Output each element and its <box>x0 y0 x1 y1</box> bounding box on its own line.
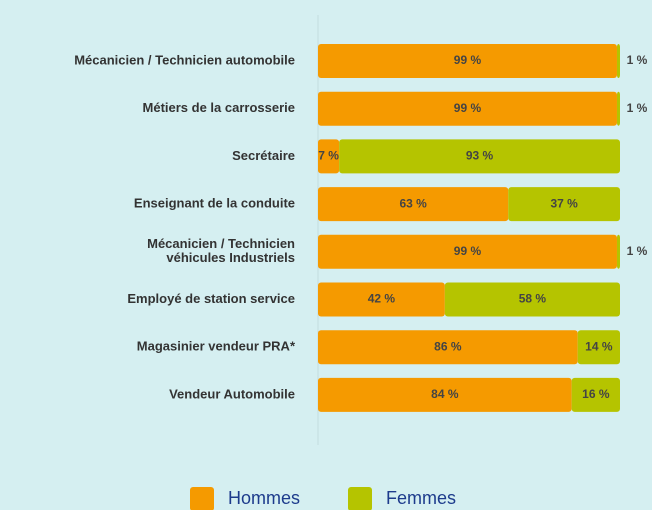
bar-segment <box>444 282 620 317</box>
category-label: Magasinier vendeur PRA* <box>137 339 296 354</box>
value-label: 42 % <box>368 292 396 306</box>
bar-segment <box>508 187 620 222</box>
category-label: Métiers de la carrosserie <box>143 100 295 115</box>
bar-segment <box>318 377 572 412</box>
value-label: 93 % <box>466 149 494 163</box>
value-label: 58 % <box>519 292 547 306</box>
value-label: 1 % <box>627 53 648 67</box>
value-label: 86 % <box>434 339 462 353</box>
value-label: 84 % <box>431 387 459 401</box>
value-label: 99 % <box>454 53 482 67</box>
legend-swatch <box>348 487 372 510</box>
category-label: Mécanicien / Technicien automobile <box>74 52 295 67</box>
category-label: Employé de station service <box>127 291 295 306</box>
value-label: 99 % <box>454 244 482 258</box>
bar-segment <box>318 44 617 78</box>
bar-segment <box>339 139 620 174</box>
bar-segment <box>318 330 578 365</box>
bar-segment <box>318 282 445 317</box>
value-label: 7 % <box>318 149 339 163</box>
bar-segment <box>577 330 620 365</box>
category-label: Mécanicien / Technicien véhicules Industr… <box>147 236 295 265</box>
bar-segment <box>318 187 509 222</box>
value-label: 99 % <box>454 101 482 115</box>
category-label: Secrétaire <box>232 148 295 163</box>
bar-segment <box>318 91 617 126</box>
legend-label: Hommes <box>228 488 300 508</box>
bar-segment <box>616 91 620 126</box>
bar-segment <box>318 139 340 174</box>
bar-segment <box>616 44 620 78</box>
value-label: 63 % <box>399 196 427 210</box>
bar-segment <box>571 377 620 412</box>
value-label: 1 % <box>627 101 648 115</box>
value-label: 16 % <box>582 387 610 401</box>
value-label: 1 % <box>627 244 648 258</box>
value-label: 37 % <box>550 196 578 210</box>
category-label: Vendeur Automobile <box>169 386 295 401</box>
legend-label: Femmes <box>386 488 456 508</box>
value-label: 14 % <box>585 339 613 353</box>
category-label: Enseignant de la conduite <box>134 196 295 211</box>
bar-segment <box>616 234 620 269</box>
bar-segment <box>318 234 617 269</box>
legend-swatch <box>190 487 214 510</box>
